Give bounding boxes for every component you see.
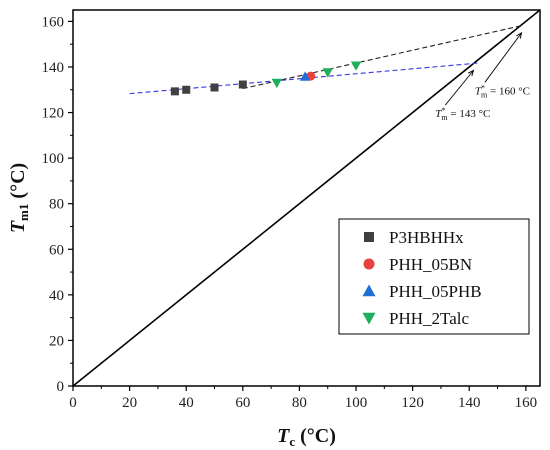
reference-line xyxy=(73,10,540,386)
data-point-phh_2talc xyxy=(271,78,282,89)
plot-frame xyxy=(72,9,541,387)
annotation-arrowhead-1 xyxy=(516,31,523,39)
y-tick-label: 40 xyxy=(49,288,64,304)
y-tick-label: 100 xyxy=(42,151,65,167)
data-point-p3hbhhx xyxy=(182,85,191,94)
annotation-arrowhead-2 xyxy=(467,69,475,77)
data-point-phh_05phb xyxy=(299,71,311,81)
annotation-arrow-2 xyxy=(444,70,474,106)
annotation-label-1: T* m = 160 °C xyxy=(475,83,530,99)
legend-label: PHH_05BN xyxy=(389,255,472,274)
y-tick-label: 0 xyxy=(57,379,65,395)
legend-marker-phh_2talc xyxy=(362,312,376,325)
legend-marker-phh_05bn xyxy=(363,258,375,270)
y-tick-label: 20 xyxy=(49,333,64,349)
x-tick-label: 140 xyxy=(458,395,481,411)
y-tick-label: 140 xyxy=(42,60,65,76)
x-tick-label: 160 xyxy=(515,395,538,411)
data-point-phh_2talc xyxy=(350,61,362,71)
x-tick-label: 20 xyxy=(122,395,137,411)
x-tick-label: 100 xyxy=(345,395,368,411)
legend: P3HBHHx PHH_05BN PHH_05PHB PHH_2Talc xyxy=(338,218,530,335)
x-tick-label: 60 xyxy=(235,395,250,411)
x-tick-label: 80 xyxy=(292,395,307,411)
y-tick-label: 80 xyxy=(49,197,64,213)
legend-label: PHH_05PHB xyxy=(389,282,482,301)
y-tick-label: 60 xyxy=(49,242,64,258)
legend-marker-p3hbhhx xyxy=(364,232,374,242)
y-tick-label: 160 xyxy=(42,14,65,30)
data-point-phh_2talc xyxy=(322,68,333,78)
y-axis-title: Tm1 (°C) xyxy=(7,163,31,233)
y-tick-label: 120 xyxy=(42,106,65,122)
annotation-arrow-1 xyxy=(484,32,522,83)
legend-label: PHH_2Talc xyxy=(389,309,469,328)
legend-marker-phh_05phb xyxy=(362,284,376,297)
x-tick-label: 40 xyxy=(179,395,194,411)
data-point-p3hbhhx xyxy=(210,83,219,92)
x-tick-label: 120 xyxy=(401,395,424,411)
data-point-p3hbhhx xyxy=(170,87,179,96)
x-axis-title: Tc (°C) xyxy=(277,425,336,449)
legend-label: P3HBHHx xyxy=(389,228,464,247)
annotation-label-2: T* m = 143 °C xyxy=(435,106,490,122)
data-point-p3hbhhx xyxy=(238,80,247,89)
x-tick-label: 0 xyxy=(69,395,77,411)
fit-line-1 xyxy=(242,25,521,90)
